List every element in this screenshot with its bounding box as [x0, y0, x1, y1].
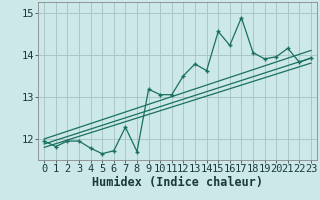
X-axis label: Humidex (Indice chaleur): Humidex (Indice chaleur)	[92, 176, 263, 189]
